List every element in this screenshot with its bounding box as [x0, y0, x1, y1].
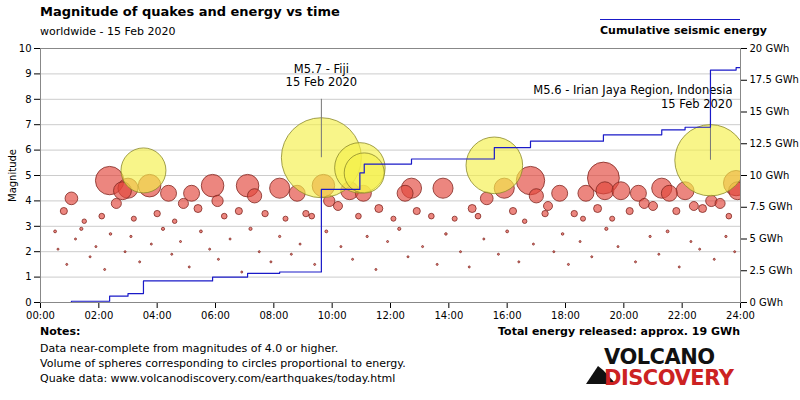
svg-text:12:00: 12:00: [376, 310, 405, 321]
svg-text:3: 3: [25, 221, 31, 232]
html-text:Magnitude of quakes and energy: Magnitude of quakes and energy vs time: [40, 4, 340, 19]
svg-text:02:00: 02:00: [84, 310, 113, 321]
svg-text:9: 9: [25, 68, 31, 79]
svg-text:4: 4: [25, 195, 31, 206]
svg-text:M5.6 - Irian Jaya Region, Indo: M5.6 - Irian Jaya Region, Indonesia15 Fe…: [533, 83, 732, 110]
svg-text:7: 7: [25, 119, 31, 130]
svg-text:08:00: 08:00: [259, 310, 288, 321]
html-text:Volume of spheres correspondin: Volume of spheres corresponding to circl…: [40, 357, 406, 370]
html-text:VOLCANO: VOLCANO: [604, 345, 715, 369]
svg-text:Magnitude: Magnitude: [7, 149, 18, 202]
svg-text:10: 10: [19, 43, 32, 54]
html-text:Data near-complete from magnit: Data near-complete from magnitudes of 4.…: [40, 342, 339, 355]
html-text:Cumulative seismic energy: Cumulative seismic energy: [600, 24, 767, 37]
svg-text:8: 8: [25, 94, 31, 105]
svg-text:18:00: 18:00: [551, 310, 580, 321]
svg-text:5: 5: [25, 170, 31, 181]
svg-text:1: 1: [25, 271, 31, 282]
html-text:Total energy released: approx.: Total energy released: approx. 19 GWh: [498, 325, 740, 338]
svg-text:00:00: 00:00: [26, 310, 55, 321]
svg-text:7.5 GWh: 7.5 GWh: [750, 201, 793, 212]
svg-text:14:00: 14:00: [434, 310, 463, 321]
svg-text:10 GWh: 10 GWh: [750, 170, 790, 181]
svg-text:0 GWh: 0 GWh: [750, 297, 784, 308]
html-text:Quake data: www.volcanodiscove: Quake data: www.volcanodiscovery.com/ear…: [40, 372, 396, 385]
svg-text:2.5 GWh: 2.5 GWh: [750, 265, 793, 276]
svg-text:M5.7 - Fiji15 Feb 2020: M5.7 - Fiji15 Feb 2020: [286, 62, 358, 89]
html-text:DISCOVERY: DISCOVERY: [604, 366, 734, 390]
svg-text:12.5 GWh: 12.5 GWh: [750, 138, 799, 149]
svg-text:20:00: 20:00: [609, 310, 638, 321]
svg-text:0: 0: [25, 297, 31, 308]
svg-text:16:00: 16:00: [493, 310, 522, 321]
svg-text:20 GWh: 20 GWh: [750, 43, 790, 54]
svg-text:2: 2: [25, 246, 31, 257]
svg-text:06:00: 06:00: [201, 310, 230, 321]
html-text:Notes:: Notes:: [40, 325, 81, 338]
svg-text:15 GWh: 15 GWh: [750, 106, 790, 117]
svg-text:24:00: 24:00: [726, 310, 755, 321]
svg-text:6: 6: [25, 144, 31, 155]
svg-text:17.5 GWh: 17.5 GWh: [750, 74, 799, 85]
svg-text:10:00: 10:00: [318, 310, 347, 321]
svg-text:5 GWh: 5 GWh: [750, 233, 784, 244]
svg-text:22:00: 22:00: [668, 310, 697, 321]
html-text:worldwide - 15 Feb 2020: worldwide - 15 Feb 2020: [40, 25, 176, 38]
svg-text:04:00: 04:00: [143, 310, 172, 321]
